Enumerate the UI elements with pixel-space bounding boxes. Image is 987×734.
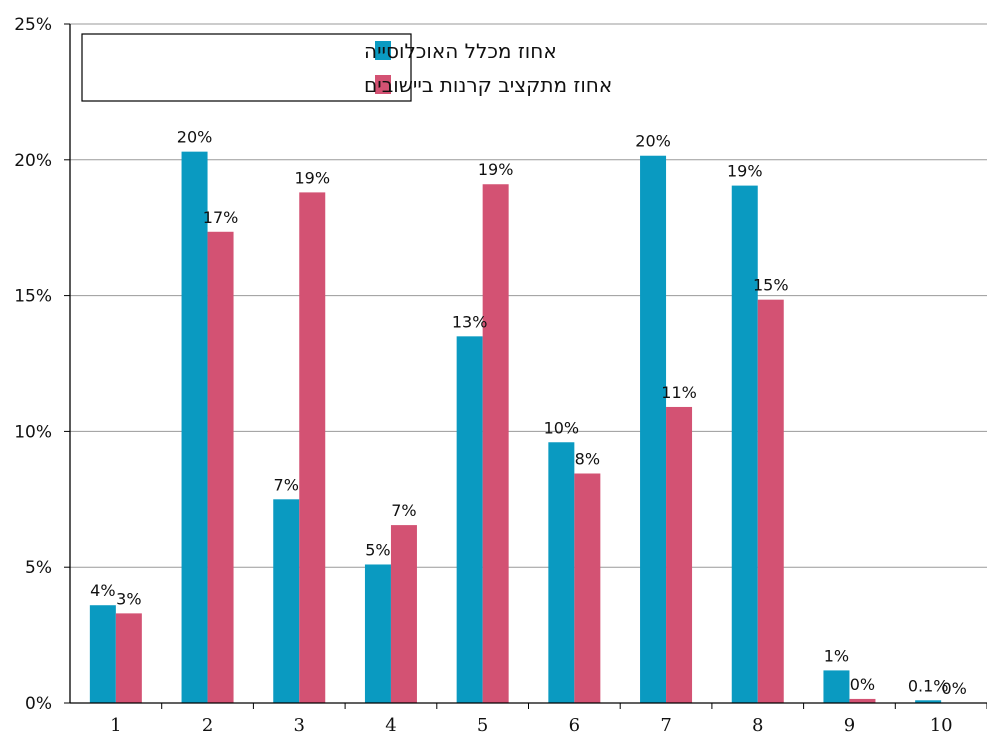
data-labels: 4% 3% 20% 17% 7% 19% 5% 7% 13% 19% 10% 8% 20% 11% 19% 1… (90, 128, 967, 698)
data-label-series-2-cat-1: 3% (116, 589, 141, 608)
bar-series-1-cat-1 (89, 605, 116, 703)
bar-series-1-cat-5 (456, 336, 483, 703)
data-label-series-2-cat-7: 11% (661, 383, 697, 402)
x-tick-label: 7 (660, 715, 671, 734)
bar-series-1-cat-4 (364, 564, 391, 703)
data-label-series-2-cat-4: 7% (391, 501, 416, 520)
data-label-series-1-cat-1: 4% (90, 581, 115, 600)
bar-series-2-cat-7 (666, 406, 693, 703)
bar-series-1-cat-2 (181, 151, 208, 704)
data-label-series-2-cat-3: 19% (294, 168, 330, 187)
legend-swatch-series-2 (375, 75, 391, 94)
bar-series-2-cat-8 (757, 299, 784, 703)
bar-series-1-cat-3 (273, 499, 300, 703)
x-tick-label: 8 (752, 715, 763, 734)
y-tick-label: 10% (14, 422, 52, 442)
data-label-series-1-cat-5: 13% (452, 312, 488, 331)
data-label-series-2-cat-10: 0% (941, 679, 966, 698)
bars (89, 151, 942, 704)
data-label-series-2-cat-6: 8% (575, 449, 600, 468)
x-tick-label: 3 (294, 715, 305, 734)
bar-series-1-cat-7 (640, 155, 667, 703)
data-label-series-1-cat-6: 10% (544, 418, 580, 437)
x-tick-label: 6 (569, 715, 580, 734)
data-label-series-1-cat-9: 1% (824, 646, 849, 665)
y-tick-label: 5% (25, 558, 52, 578)
bar-series-2-cat-5 (482, 184, 509, 703)
legend-label-series-1: אחוז מכלל האוכלוסייה (364, 39, 557, 63)
data-label-series-1-cat-8: 19% (727, 162, 763, 181)
y-tick-label: 25% (14, 15, 52, 35)
bar-series-2-cat-1 (115, 613, 142, 703)
bar-series-1-cat-9 (823, 670, 850, 703)
bar-series-2-cat-4 (390, 525, 417, 703)
data-label-series-2-cat-9: 0% (850, 675, 875, 694)
data-label-series-2-cat-8: 15% (753, 276, 789, 295)
data-label-series-1-cat-7: 20% (635, 132, 671, 151)
x-tick-label: 1 (110, 715, 121, 734)
legend-label-series-2: אחוז מתקציב קרנות ביישובים (364, 73, 612, 97)
x-tick-label: 5 (477, 715, 488, 734)
legend-box (81, 33, 412, 102)
y-tick-label: 15% (14, 287, 52, 307)
bar-series-2-cat-3 (299, 192, 326, 703)
data-label-series-2-cat-5: 19% (478, 160, 514, 179)
data-label-series-1-cat-2: 20% (177, 128, 213, 147)
y-tick-label: 0% (25, 694, 52, 714)
y-tick-label: 20% (14, 151, 52, 171)
legend-swatch-series-1 (375, 41, 391, 60)
data-label-series-1-cat-3: 7% (274, 475, 299, 494)
legend: אחוז מכלל האוכלוסייה אחוז מתקציב קרנות ב… (81, 33, 612, 102)
bar-series-2-cat-2 (207, 231, 234, 704)
data-label-series-2-cat-2: 17% (203, 208, 239, 227)
y-axis-ticks: 0% 5% 10% 15% 20% 25% (14, 15, 70, 714)
bar-series-2-cat-9 (849, 698, 876, 703)
data-label-series-1-cat-4: 5% (365, 540, 390, 559)
axes (69, 24, 987, 704)
bar-series-2-cat-6 (574, 473, 601, 703)
bar-series-1-cat-6 (548, 442, 575, 703)
x-axis-ticks: 1 2 3 4 5 6 7 8 9 10 (110, 703, 987, 734)
x-tick-label: 10 (930, 715, 953, 734)
bar-series-1-cat-10 (915, 700, 942, 703)
bar-series-1-cat-8 (731, 185, 758, 704)
x-tick-label: 4 (385, 715, 396, 734)
x-tick-label: 2 (202, 715, 213, 734)
data-label-series-1-cat-10: 0.1% (908, 676, 949, 695)
x-tick-label: 9 (844, 715, 855, 734)
